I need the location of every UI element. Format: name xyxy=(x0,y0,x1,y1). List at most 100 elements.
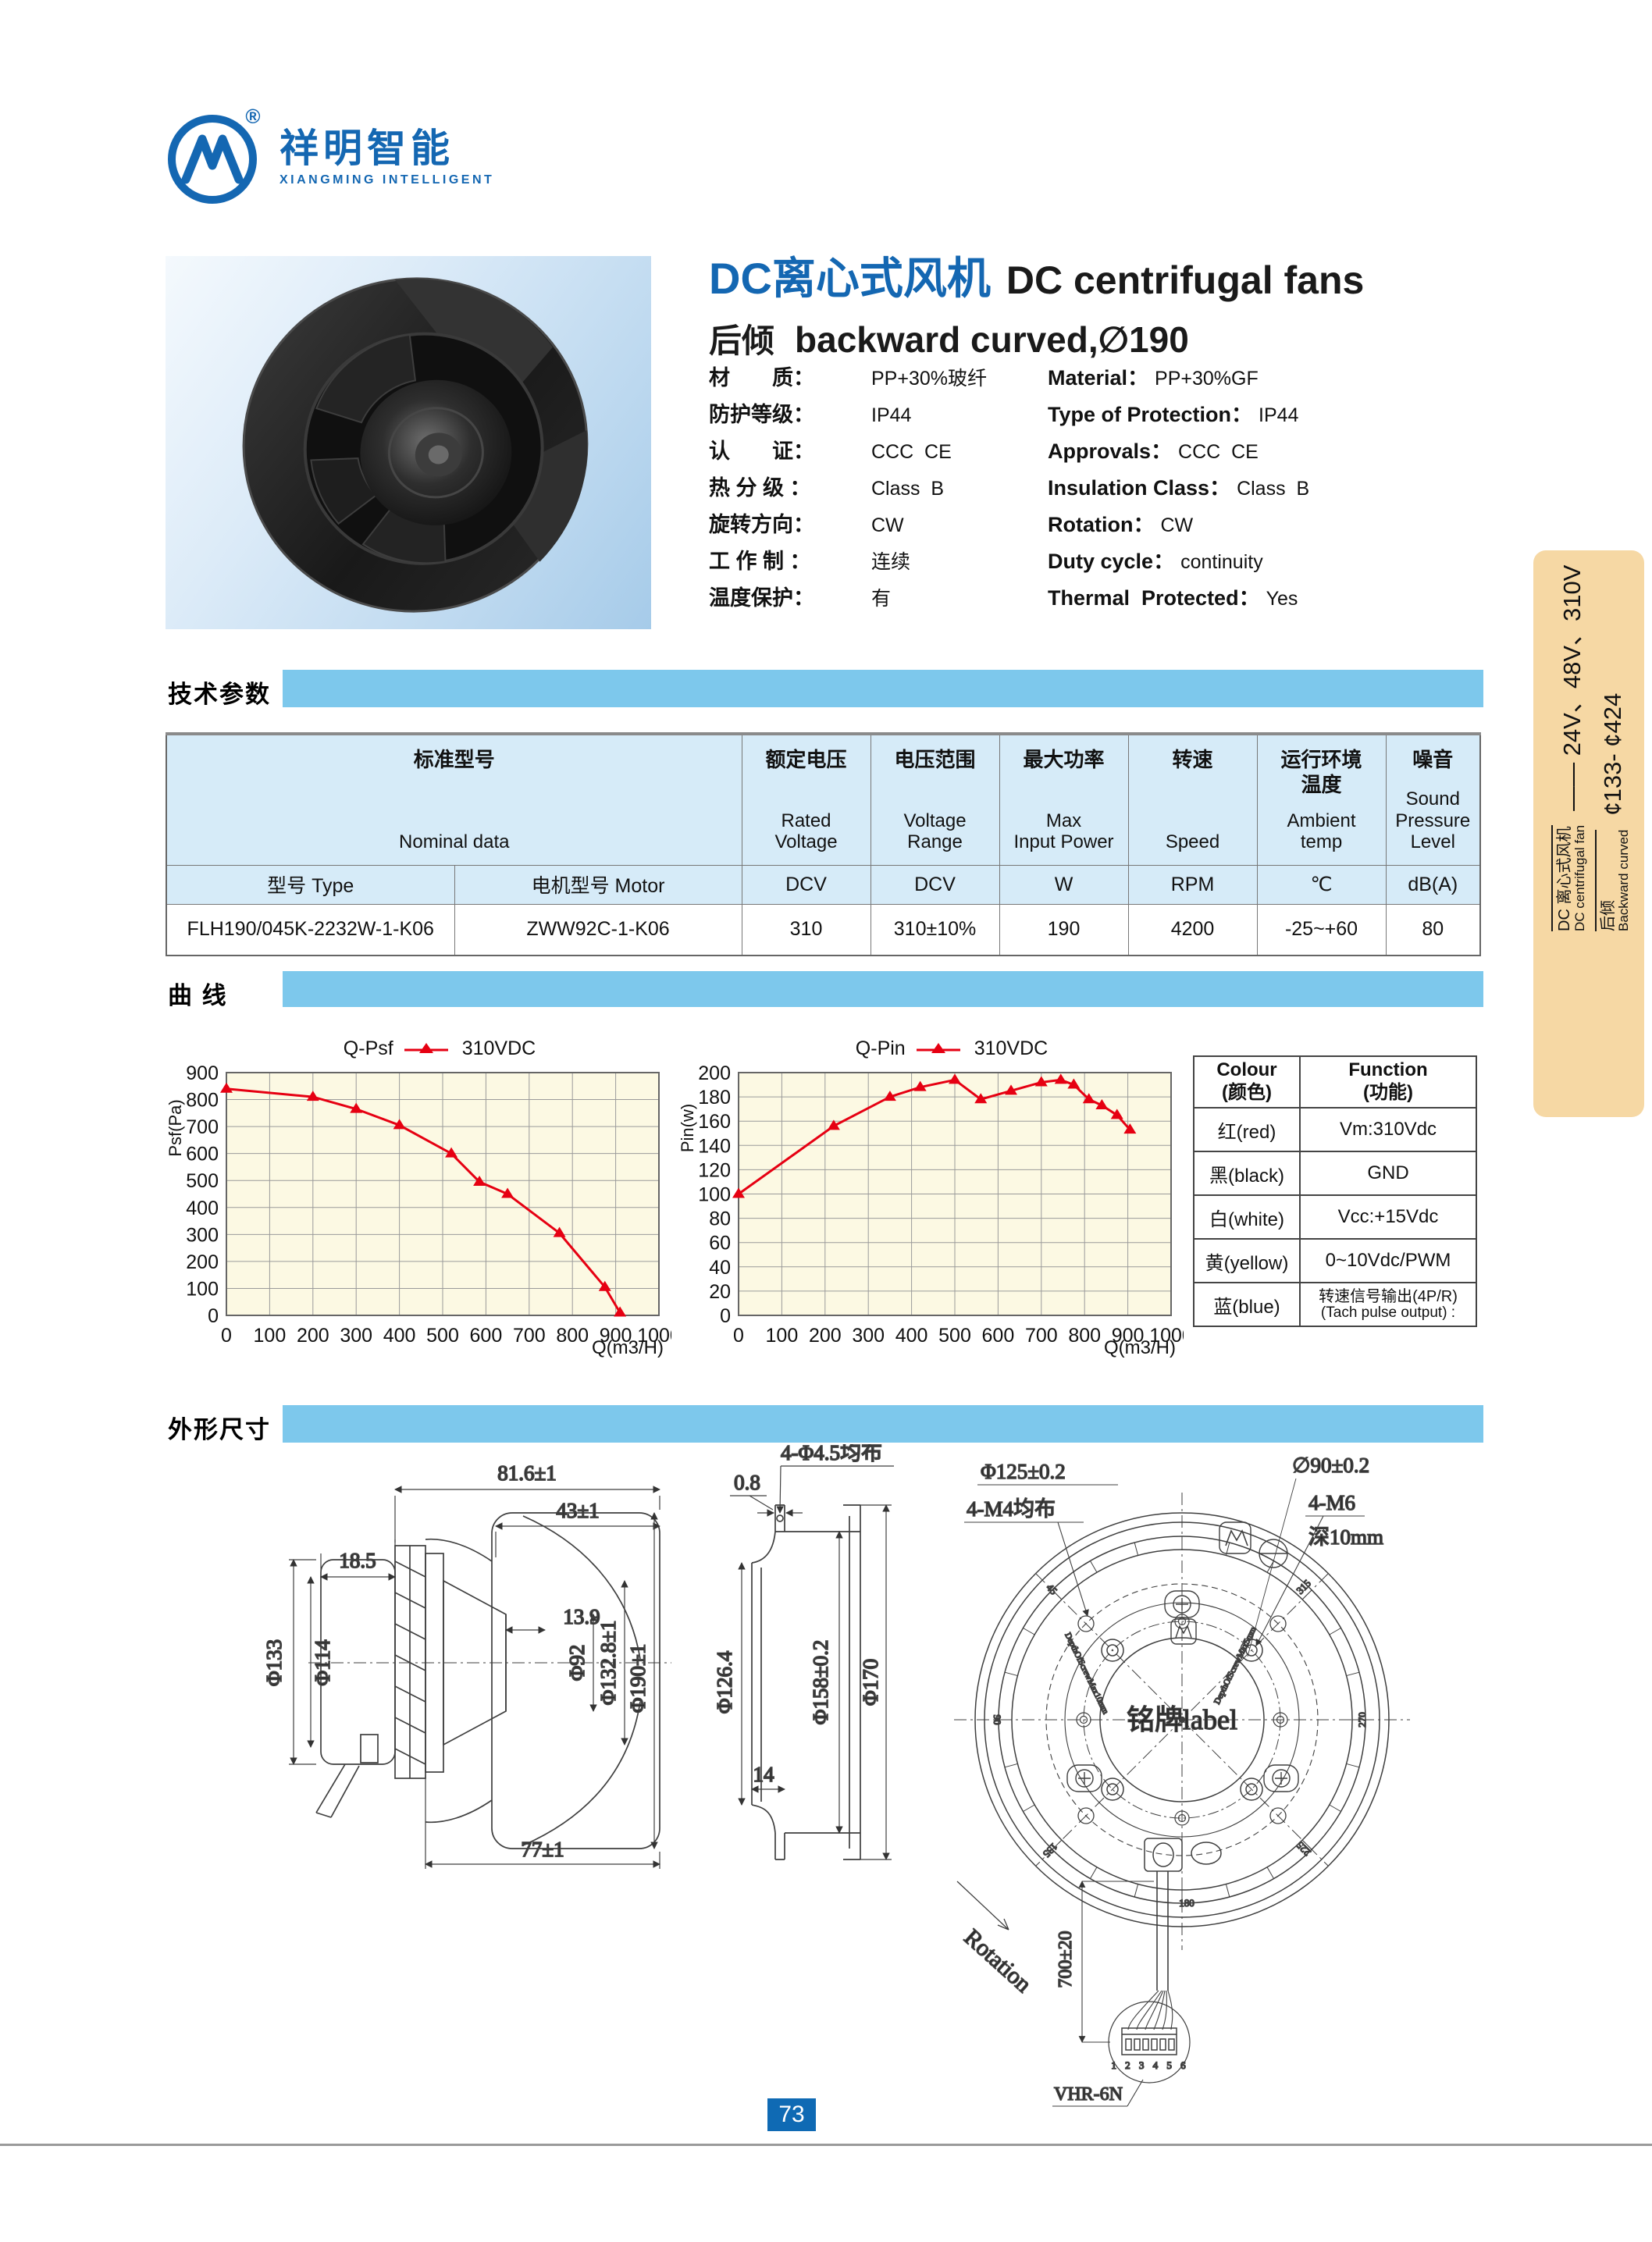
chart-legend: Q-Pin 310VDC xyxy=(739,1035,1165,1062)
page-subtitle-cn: 后倾 xyxy=(709,322,775,359)
fan-illustration xyxy=(242,277,589,613)
chart-title: Q-Pin xyxy=(855,1037,906,1059)
section-title-curves: 曲 线 xyxy=(168,982,228,1009)
svg-text:160: 160 xyxy=(698,1111,731,1133)
svg-text:200: 200 xyxy=(297,1325,329,1347)
svg-text:800: 800 xyxy=(186,1090,219,1112)
inlet-ring-drawing: 4-Φ4.5均布 0.8 Φ126.4 Φ158±0.2 Φ170 14 xyxy=(712,1444,894,1860)
svg-text:0: 0 xyxy=(720,1305,731,1327)
dim-phi133: Φ133 xyxy=(262,1639,286,1686)
spec-protection-en: Type of Protection： IP44 xyxy=(1048,403,1299,426)
col-header-nominal: 标准型号 Nominal data xyxy=(166,733,742,866)
spec-thermal-en: Thermal Protected： Yes xyxy=(1048,586,1298,610)
angle-135: 135 xyxy=(1041,1841,1059,1859)
wiring-header-function: Function (功能) xyxy=(1299,1055,1477,1109)
svg-text:Q(m3/H): Q(m3/H) xyxy=(1104,1337,1176,1358)
brand-name-cn: 祥明智能 xyxy=(279,126,454,170)
dim-4-m4: 4-M4均布 xyxy=(967,1497,1056,1521)
svg-text:0: 0 xyxy=(221,1325,232,1347)
svg-text:500: 500 xyxy=(186,1170,219,1192)
col-header-ambient-temp: 运行环境 温度 Ambient temp xyxy=(1256,733,1387,866)
dim-0-8: 0.8 xyxy=(734,1471,760,1494)
connector-label: VHR-6N xyxy=(1054,2084,1123,2105)
svg-text:200: 200 xyxy=(809,1325,842,1347)
svg-text:400: 400 xyxy=(383,1325,416,1347)
spec-approvals-en: Approvals： CCC CE xyxy=(1048,440,1259,463)
svg-text:0: 0 xyxy=(733,1325,744,1347)
svg-text:600: 600 xyxy=(982,1325,1015,1347)
cell-type: FLH190/045K-2232W-1-K06 xyxy=(166,903,455,956)
cell-speed: 4200 xyxy=(1127,903,1258,956)
svg-text:120: 120 xyxy=(698,1159,731,1181)
svg-text:400: 400 xyxy=(186,1198,219,1219)
subheader-celsius: ℃ xyxy=(1256,864,1387,905)
dim-phi92: Φ92 xyxy=(565,1645,589,1682)
angle-225: 225 xyxy=(1294,1839,1312,1858)
dim-phi190: Φ190±1 xyxy=(626,1644,650,1714)
svg-text:300: 300 xyxy=(852,1325,885,1347)
page-subtitle-en: backward curved,∅190 xyxy=(795,319,1189,360)
svg-text:80: 80 xyxy=(709,1208,731,1230)
dim-18-5: 18.5 xyxy=(339,1549,376,1572)
chart-q-psf: Q-Psf 310VDC 0 100 200 300 400 500 600 700 800 900… xyxy=(166,1035,681,1362)
angle-90: 90 xyxy=(992,1715,1003,1725)
page-title-en: DC centrifugal fans xyxy=(1006,258,1365,302)
spec-duty-en: Duty cycle： continuity xyxy=(1048,550,1263,573)
svg-text:600: 600 xyxy=(186,1144,219,1165)
spec-thermal-cn: 温度保护：有 xyxy=(709,586,892,610)
svg-text:20: 20 xyxy=(709,1281,731,1303)
section-bar-dims xyxy=(283,1405,1483,1443)
dim-phi132-8: Φ132.8±1 xyxy=(596,1621,620,1706)
subheader-type: 型号 Type xyxy=(166,864,455,905)
brand-logo: ® 祥明智能 XIANGMING INTELLIGENT xyxy=(166,105,495,208)
wiring-row-red: 红(red) Vm:310Vdc xyxy=(1193,1107,1477,1152)
svg-text:900: 900 xyxy=(1112,1325,1145,1347)
chart-legend: Q-Psf 310VDC xyxy=(226,1035,653,1062)
cell-max-power: 190 xyxy=(999,903,1129,956)
footer-divider xyxy=(0,2144,1652,2146)
subheader-dba: dB(A) xyxy=(1385,864,1481,905)
svg-text:100: 100 xyxy=(254,1325,287,1347)
cell-motor: ZWW92C-1-K06 xyxy=(454,903,742,956)
dim-700: 700±20 xyxy=(1056,1931,1076,1988)
brand-logo-icon: ® xyxy=(166,105,265,208)
wiring-row-blue: 蓝(blue) 转速信号输出(4P/R) (Tach pulse output) … xyxy=(1193,1282,1477,1327)
svg-text:100: 100 xyxy=(186,1278,219,1300)
svg-text:800: 800 xyxy=(556,1325,589,1347)
dim-43: 43±1 xyxy=(556,1499,599,1522)
legend-series-name: 310VDC xyxy=(461,1037,536,1059)
table-row: FLH190/045K-2232W-1-K06 ZWW92C-1-K06 310… xyxy=(166,903,1481,956)
nameplate-label: 铭牌label xyxy=(1127,1704,1237,1735)
col-header-max-power: 最大功率 Max Input Power xyxy=(999,733,1129,866)
chart-q-pin: Q-Pin 310VDC 0 20 40 60 80 100 120 140 160 180 200 0… xyxy=(678,1035,1193,1362)
cell-noise: 80 xyxy=(1385,903,1481,956)
dim-phi170: Φ170 xyxy=(859,1659,882,1706)
angle-270: 270 xyxy=(1356,1712,1368,1728)
spec-protection-cn: 防护等级： IP44 xyxy=(709,403,912,426)
spec-insulation-en: Insulation Class： Class B xyxy=(1048,476,1310,500)
chart-q-psf-plot: 0 100 200 300 400 500 600 700 800 900 0 100 200 300 40… xyxy=(166,1062,681,1358)
page-number-badge: 73 xyxy=(767,2098,816,2131)
section-bar-curves xyxy=(283,971,1483,1007)
legend-marker-icon xyxy=(404,1043,448,1053)
wiring-row-white: 白(white) Vcc:+15Vdc xyxy=(1193,1194,1477,1240)
sidebar-index-tab: DC 离心式风机 DC centrifugal fan —— 24V、48V、3… xyxy=(1533,550,1644,1117)
spec-rotation-cn: 旋转方向： CW xyxy=(709,513,904,536)
svg-text:700: 700 xyxy=(513,1325,546,1347)
brand-name-en: XIANGMING INTELLIGENT xyxy=(279,173,495,187)
depth-note-right: DepthOfScrewMax5mm xyxy=(1212,1625,1259,1706)
dim-phi158: Φ158±0.2 xyxy=(809,1640,832,1725)
spec-insulation-cn: 热 分 级 ： Class B xyxy=(709,476,945,500)
rear-view-drawing: Φ125±0.2 4-M4均布 ∅90±0.2 4-M6 深10mm 铭牌lab… xyxy=(954,1453,1410,2107)
svg-text:140: 140 xyxy=(698,1135,731,1157)
svg-text:900: 900 xyxy=(186,1062,219,1084)
spec-material-cn: 材 质： PP+30%玻纤 xyxy=(709,366,987,390)
connector-pins: 1 2 3 4 5 6 xyxy=(1111,2059,1188,2071)
sidebar-row-sizes: 后倾 Backward curved ¢133- ¢424 xyxy=(1591,550,1635,1117)
dim-4-phi45: 4-Φ4.5均布 xyxy=(781,1444,882,1464)
cell-voltage-range: 310±10% xyxy=(870,903,1000,956)
svg-text:900: 900 xyxy=(600,1325,632,1347)
svg-text:200: 200 xyxy=(698,1062,731,1084)
spec-list-en: Material： PP+30%GF Type of Protection： IP4… xyxy=(1048,361,1309,617)
